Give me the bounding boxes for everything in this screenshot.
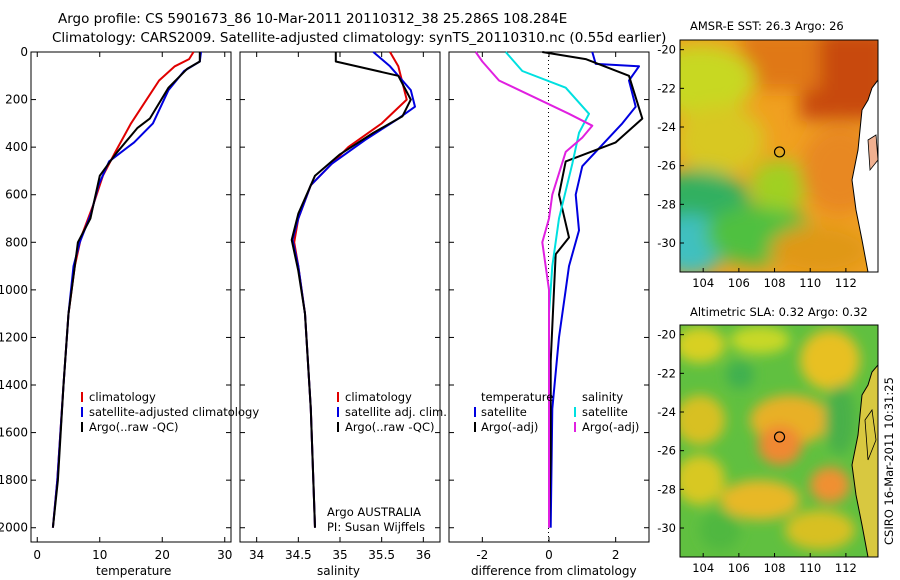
y-tick-label: 400 [5, 140, 28, 154]
x-tick-label: 34 [249, 548, 264, 562]
series-line-salinity-satellite [504, 51, 590, 528]
legend-label-temp-argo: Argo(-adj) [481, 420, 538, 434]
x-tick-label: 10 [92, 548, 107, 562]
sst-map-image [680, 40, 878, 272]
argo-location-marker [773, 431, 786, 443]
sla-map-frame [679, 324, 879, 558]
map-x-tick-label: 104 [692, 561, 714, 575]
x-tick-label: 30 [217, 548, 232, 562]
difference-plot: -2 0 2 [449, 51, 649, 562]
map-y-tick-label: -24 [657, 405, 676, 419]
figure-title-line1: Argo profile: CS 5901673_86 10-Mar-2011 … [58, 11, 567, 27]
difference-legend: temperature satellite Argo(-adj) salinit… [474, 390, 639, 434]
series-line-salinity-argo-adj [474, 51, 594, 528]
x-tick-label: 0 [545, 548, 553, 562]
y-tick-label: 1200 [0, 330, 28, 344]
map-y-tick-label: -24 [657, 120, 676, 134]
temperature-legend: climatology satellite-adjusted climatolo… [81, 390, 259, 434]
y-tick-label: 1000 [0, 283, 28, 297]
temperature-plot: 0 10 20 30 0 200 400 600 800 1000 1200 1400 1600 1800… [0, 45, 232, 562]
legend-label-satellite: satellite adj. clim. [345, 405, 447, 419]
map-x-tick-label: 112 [835, 561, 857, 575]
legend-label-argo: Argo(..raw -QC) [345, 420, 435, 434]
sst-map-axes: 104 106 108 110 112 -20 -22 -24 -26 -28 -30 [657, 43, 857, 290]
y-tick-label: 0 [20, 45, 28, 59]
x-tick-label: 0 [33, 548, 41, 562]
y-tick-label: 1800 [0, 473, 28, 487]
legend-label-temp-satellite: satellite [481, 405, 527, 419]
x-tick-label: 20 [155, 548, 170, 562]
x-tick-label: 34.5 [285, 548, 312, 562]
x-tick-label: 36 [416, 548, 431, 562]
map-y-tick-label: -26 [657, 444, 676, 458]
series-line-temperature-argo-adj [542, 51, 644, 528]
map-x-tick-label: 106 [728, 561, 750, 575]
map-x-tick-label: 110 [799, 561, 821, 575]
y-tick-label: 200 [5, 93, 28, 107]
salinity-panel-frame [239, 51, 441, 543]
x-tick-label: 35.5 [368, 548, 395, 562]
legend-label-sal-satellite: satellite [582, 405, 628, 419]
temperature-panel-frame [30, 51, 232, 543]
difference-xlabel: difference from climatology [471, 564, 637, 578]
map-y-tick-label: -28 [657, 482, 676, 496]
sla-map-title: Altimetric SLA: 0.32 Argo: 0.32 [690, 305, 868, 319]
series-line-argo-raw-qc [290, 52, 412, 528]
argo-location-marker [773, 146, 786, 158]
sla-map-image [680, 325, 878, 557]
salinity-xlabel: salinity [317, 564, 360, 578]
map-y-tick-label: -22 [657, 81, 676, 95]
map-y-tick-label: -30 [657, 521, 676, 535]
series-line-climatology [51, 51, 195, 528]
series-line-argo-raw-qc [51, 52, 201, 528]
legend-label-climatology: climatology [89, 390, 156, 404]
temperature-xlabel: temperature [96, 564, 171, 578]
map-x-tick-label: 104 [692, 276, 714, 290]
map-x-tick-label: 112 [835, 276, 857, 290]
y-tick-label: 600 [5, 188, 28, 202]
x-tick-label: 2 [612, 548, 620, 562]
map-y-tick-label: -28 [657, 197, 676, 211]
y-tick-label: 2000 [0, 521, 28, 535]
y-tick-label: 1600 [0, 426, 28, 440]
map-x-tick-label: 108 [764, 561, 786, 575]
legend-heading-salinity: salinity [582, 390, 623, 404]
salinity-legend: climatology satellite adj. clim. Argo(..… [337, 390, 447, 434]
map-x-tick-label: 106 [728, 276, 750, 290]
sst-map-title: AMSR-E SST: 26.3 Argo: 26 [690, 19, 844, 33]
map-x-tick-label: 108 [764, 276, 786, 290]
legend-label-argo: Argo(..raw -QC) [89, 420, 179, 434]
map-y-tick-label: -30 [657, 236, 676, 250]
legend-label-sal-argo: Argo(-adj) [582, 420, 639, 434]
map-y-tick-label: -20 [657, 328, 676, 342]
sla-map-axes: 104 106 108 110 112 -20 -22 -24 -26 -28 -30 [657, 328, 857, 575]
salinity-plot: 34 34.5 35 35.5 36 [240, 51, 440, 562]
legend-label-satellite: satellite-adjusted climatology [89, 405, 259, 419]
series-line-temperature-satellite [549, 51, 640, 528]
map-y-tick-label: -20 [657, 43, 676, 57]
series-line-satellite-adj-clim [291, 51, 416, 528]
y-tick-label: 1400 [0, 378, 28, 392]
salinity-annotation-line1: Argo AUSTRALIA [327, 505, 421, 519]
credit-stamp: CSIRO 16-Mar-2011 10:31:25 [882, 377, 896, 545]
map-y-tick-label: -22 [657, 366, 676, 380]
salinity-annotation-line2: PI: Susan Wijffels [327, 520, 425, 534]
x-tick-label: -2 [476, 548, 488, 562]
y-tick-label: 800 [5, 235, 28, 249]
sst-map-frame [679, 39, 879, 273]
map-y-tick-label: -26 [657, 159, 676, 173]
x-tick-label: 35 [332, 548, 347, 562]
map-x-tick-label: 110 [799, 276, 821, 290]
legend-label-climatology: climatology [345, 390, 412, 404]
series-line-satellite-adjusted-climatology [51, 51, 202, 528]
legend-heading-temperature: temperature [481, 390, 553, 404]
figure-title-line2: Climatology: CARS2009. Satellite-adjuste… [52, 30, 666, 46]
